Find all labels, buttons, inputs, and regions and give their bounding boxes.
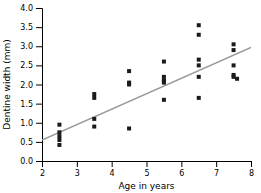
x-axis: 2 3 4 5 6 7 8: [40, 161, 254, 178]
y-axis-tick-mark: [36, 46, 42, 47]
y-axis-tick-mark: [36, 8, 42, 9]
scatter-point: [197, 63, 201, 67]
x-axis-tick: 5: [144, 161, 149, 178]
y-axis-tick-label: 1.0: [20, 119, 33, 128]
scatter-point: [57, 130, 61, 134]
y-axis-tick-mark: [36, 104, 42, 105]
chart-container: 2 3 4 5 6 7 8 0.0 0.5 1.0 1.5 2.0 2.5 3.0 3.5 4.0 Age in…: [0, 0, 261, 193]
x-axis-tick-mark: [216, 161, 217, 167]
x-axis-tick: 7: [214, 161, 219, 178]
scatter-point: [232, 48, 236, 52]
x-axis-tick-label: 8: [249, 169, 254, 178]
scatter-point: [162, 75, 166, 79]
scatter-point: [197, 96, 201, 100]
scatter-point: [197, 75, 201, 79]
y-axis-tick-mark: [36, 85, 42, 86]
y-axis-tick: 2.5: [20, 61, 42, 70]
x-axis-tick: 6: [179, 161, 184, 178]
x-axis-tick-label: 6: [179, 169, 184, 178]
x-axis-tick: 2: [40, 161, 45, 178]
scatter-point: [232, 75, 236, 79]
x-axis-tick-label: 4: [110, 169, 115, 178]
y-axis-tick-mark: [36, 27, 42, 28]
scatter-point: [232, 63, 236, 67]
y-axis-tick-mark: [36, 65, 42, 66]
y-axis-tick-label: 0.0: [20, 157, 33, 166]
y-axis-title: Dentine width (mm): [2, 39, 12, 130]
x-axis-tick-mark: [181, 161, 182, 167]
x-axis-tick-label: 3: [75, 169, 80, 178]
y-axis-tick-mark: [36, 123, 42, 124]
y-axis: 0.0 0.5 1.0 1.5 2.0 2.5 3.0 3.5 4.0: [20, 4, 42, 166]
scatter-point: [92, 125, 96, 129]
x-axis-tick-label: 7: [214, 169, 219, 178]
x-axis-tick-mark: [251, 161, 252, 167]
y-axis-tick: 1.5: [20, 100, 42, 109]
plot-area: 2 3 4 5 6 7 8 0.0 0.5 1.0 1.5 2.0 2.5 3.0 3.5 4.0: [20, 4, 254, 178]
scatter-point: [57, 134, 61, 138]
scatter-point: [127, 83, 131, 87]
scatter-point: [162, 60, 166, 64]
y-axis-tick: 0.0: [20, 157, 42, 166]
scatter-point: [232, 42, 236, 46]
x-axis-line: [43, 162, 252, 168]
scatter-point: [127, 69, 131, 73]
x-axis-tick: 4: [110, 161, 115, 178]
scatter-point: [92, 96, 96, 100]
x-axis-tick: 3: [75, 161, 80, 178]
scatter-point: [235, 77, 239, 81]
y-axis-tick-label: 4.0: [20, 4, 33, 13]
y-axis-tick: 3.0: [20, 42, 42, 51]
chart-svg: 2 3 4 5 6 7 8 0.0 0.5 1.0 1.5 2.0 2.5 3.0 3.5 4.0 Age in…: [0, 0, 261, 193]
x-axis-tick: 8: [249, 161, 254, 178]
scatter-point: [197, 33, 201, 37]
x-axis-tick-label: 2: [40, 169, 45, 178]
y-axis-tick: 1.0: [20, 119, 42, 128]
y-axis-tick-label: 0.5: [20, 138, 33, 147]
y-axis-line: [36, 9, 43, 162]
y-axis-tick-mark: [36, 161, 42, 162]
scatter-point: [197, 23, 201, 27]
x-axis-title: Age in years: [118, 181, 174, 191]
y-axis-tick-mark: [36, 142, 42, 143]
scatter-points: [57, 23, 239, 147]
x-axis-tick-mark: [112, 161, 113, 167]
y-axis-tick: 3.5: [20, 23, 42, 32]
y-axis-tick-label: 2.5: [20, 61, 33, 70]
scatter-point: [92, 92, 96, 96]
scatter-point: [92, 117, 96, 121]
y-axis-tick-label: 3.0: [20, 42, 33, 51]
scatter-point: [162, 98, 166, 102]
y-axis-tick-label: 2.0: [20, 81, 33, 90]
y-axis-tick: 2.0: [20, 81, 42, 90]
x-axis-tick-mark: [77, 161, 78, 167]
scatter-point: [57, 143, 61, 147]
scatter-point: [162, 81, 166, 85]
scatter-point: [127, 126, 131, 130]
scatter-point: [197, 58, 201, 62]
y-axis-tick-label: 1.5: [20, 100, 33, 109]
scatter-point: [57, 123, 61, 127]
regression-line: [42, 47, 251, 140]
y-axis-tick-label: 3.5: [20, 23, 33, 32]
y-axis-tick: 0.5: [20, 138, 42, 147]
x-axis-tick-mark: [147, 161, 148, 167]
marks: [42, 23, 251, 147]
y-axis-tick: 4.0: [20, 4, 42, 13]
scatter-point: [57, 138, 61, 142]
x-axis-tick-label: 5: [144, 169, 149, 178]
